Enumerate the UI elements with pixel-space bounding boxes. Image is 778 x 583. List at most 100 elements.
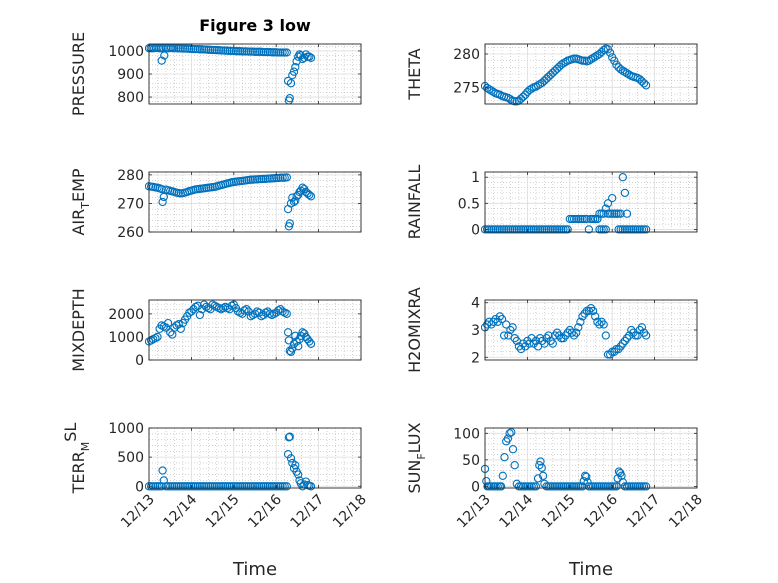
data-point <box>639 482 649 491</box>
data-point <box>267 174 277 183</box>
data-point <box>208 45 217 55</box>
y-tick-label: 4 <box>471 296 480 312</box>
data-point <box>292 192 301 201</box>
data-point <box>552 482 562 491</box>
data-point <box>637 225 647 234</box>
data-point <box>216 46 226 55</box>
data-point <box>161 482 171 491</box>
data-point <box>557 225 566 234</box>
data-point <box>519 225 528 234</box>
data-point <box>160 51 169 60</box>
data-point <box>569 54 579 63</box>
data-point <box>610 56 619 65</box>
data-point <box>306 339 316 348</box>
data-point <box>514 482 524 491</box>
y-tick-label: 1000 <box>108 330 144 346</box>
data-point <box>542 74 551 83</box>
data-point <box>620 188 630 198</box>
data-point <box>189 44 198 54</box>
data-point <box>499 331 509 340</box>
data-point <box>622 69 632 78</box>
data-point <box>285 219 294 228</box>
x-axis-label: Time <box>232 559 277 580</box>
data-point <box>166 328 175 337</box>
data-point <box>588 214 598 224</box>
data-point <box>246 312 255 321</box>
data-point <box>586 304 596 313</box>
data-point <box>257 482 266 491</box>
data-point <box>248 482 258 491</box>
data-point <box>614 344 623 354</box>
data-point <box>219 303 228 313</box>
data-point <box>493 225 502 234</box>
y-label-subscript: M <box>79 442 92 452</box>
data-point <box>580 214 589 224</box>
data-point <box>588 306 598 316</box>
data-point <box>635 225 644 234</box>
data-point <box>233 47 243 56</box>
data-point <box>510 334 519 343</box>
data-point <box>305 190 314 200</box>
y-tick-label: 270 <box>117 196 144 212</box>
y-axis-label: TERRMSL <box>61 423 92 495</box>
data-point <box>614 225 623 234</box>
data-point <box>185 44 194 53</box>
y-axis-label: RAINFALL <box>405 165 424 240</box>
y-tick-label: 50 <box>462 453 480 469</box>
data-point <box>582 306 591 316</box>
data-point <box>572 328 581 337</box>
data-point <box>503 434 513 443</box>
data-point <box>491 225 500 234</box>
data-point <box>276 173 285 182</box>
data-point <box>578 482 587 491</box>
x-tick-label: 12/13 <box>454 492 494 532</box>
data-point <box>625 225 634 234</box>
axes-box <box>484 171 698 233</box>
data-point <box>601 204 610 213</box>
data-point <box>180 44 190 53</box>
data-point <box>580 309 589 318</box>
data-point <box>529 482 538 491</box>
data-point <box>514 342 524 351</box>
data-point <box>612 482 621 491</box>
data-point <box>536 457 545 466</box>
data-point <box>608 482 617 491</box>
y-tick-label: 280 <box>453 47 480 63</box>
data-point <box>597 209 606 218</box>
data-point <box>206 482 215 491</box>
data-point <box>527 334 536 343</box>
data-point <box>255 47 264 56</box>
data-point <box>208 482 217 491</box>
y-tick-label: 0 <box>471 222 480 238</box>
data-point <box>633 225 642 234</box>
data-point <box>622 334 632 343</box>
data-point <box>153 482 162 491</box>
y-label-part: EMP <box>69 168 88 202</box>
data-point <box>176 482 185 491</box>
data-point <box>614 209 623 218</box>
data-point <box>603 209 613 218</box>
data-point <box>622 482 632 491</box>
data-point <box>641 81 651 90</box>
data-point <box>631 225 640 234</box>
data-point <box>603 482 613 491</box>
data-point <box>605 482 615 491</box>
data-point <box>521 482 530 491</box>
data-point <box>485 85 494 94</box>
data-point <box>225 46 234 56</box>
data-point <box>161 323 171 332</box>
data-point <box>641 482 651 491</box>
data-point <box>482 83 492 93</box>
data-point <box>521 225 530 234</box>
data-point <box>608 193 617 203</box>
data-point <box>591 482 600 491</box>
data-point <box>246 482 255 491</box>
x-axis-label: Time <box>568 559 613 580</box>
data-point <box>197 305 207 314</box>
data-point <box>163 318 173 328</box>
data-point <box>605 350 615 359</box>
y-axis-label: AIRTEMP <box>69 168 92 235</box>
y-label-part: SL <box>61 423 80 442</box>
data-point <box>289 67 299 76</box>
data-point <box>527 84 536 93</box>
